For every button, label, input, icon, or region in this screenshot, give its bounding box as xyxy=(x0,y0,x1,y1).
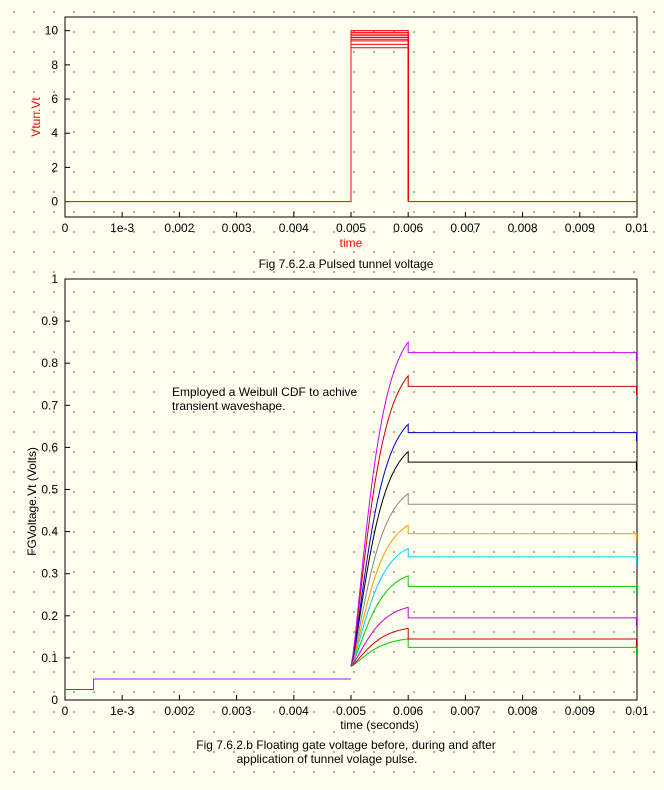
y-tick-label: 0.7 xyxy=(41,398,58,412)
x-tick-label: 0.009 xyxy=(565,704,595,718)
pulse-series xyxy=(350,47,409,202)
x-tick-label: 0.005 xyxy=(336,704,366,718)
y-tick-label: 8 xyxy=(51,58,58,72)
x-tick-label: 0.01 xyxy=(625,221,649,235)
y-tick-label: 0.1 xyxy=(41,651,58,665)
y-tick-label: 0.8 xyxy=(41,356,58,370)
y-tick-label: 0.4 xyxy=(41,525,58,539)
fg-voltage-series xyxy=(350,547,637,667)
x-tick-label: 0.007 xyxy=(450,704,480,718)
chart-b-frame xyxy=(64,278,638,701)
y-tick-label: 0.2 xyxy=(41,609,58,623)
pulse-series xyxy=(350,38,409,202)
chart-a-y-axis-label: Vtun.Vt xyxy=(29,97,43,137)
x-tick-label: 0.009 xyxy=(565,221,595,235)
pulse-series xyxy=(350,40,409,202)
chart-b-y-axis-label: FGVoltage.Vt (Volts) xyxy=(25,447,39,556)
chart-b-x-axis-label: time (seconds) xyxy=(340,718,419,732)
x-tick-label: 0.004 xyxy=(279,221,309,235)
y-tick-label: 0.5 xyxy=(41,483,58,497)
fg-voltage-series xyxy=(350,638,637,667)
y-tick-label: 2 xyxy=(51,160,58,174)
y-tick-label: 6 xyxy=(51,92,58,106)
chart-a-y-ticks: 0 2 4 6 8 10 xyxy=(45,24,70,209)
chart-b-caption-line-1: Fig 7.6.2.b Floating gate voltage before… xyxy=(196,738,496,752)
y-tick-label: 0.6 xyxy=(41,440,58,454)
chart-b: 0 1e-3 0.002 0.003 0.004 0.005 0.006 0.007 0.008… xyxy=(25,272,649,766)
y-tick-label: 0.9 xyxy=(41,314,58,328)
fg-voltage-series xyxy=(350,422,637,667)
x-tick-label: 0.008 xyxy=(508,221,538,235)
x-tick-label: 0.007 xyxy=(450,221,480,235)
chart-b-annotation-line-2: transient waveshape. xyxy=(172,399,285,413)
pulse-series xyxy=(350,33,409,202)
x-tick-label: 0.003 xyxy=(222,704,252,718)
x-tick-label: 0.01 xyxy=(625,704,649,718)
fg-voltage-series xyxy=(350,606,637,667)
fg-voltage-series xyxy=(350,340,637,667)
y-tick-label: 0.3 xyxy=(41,567,58,581)
y-tick-label: 0 xyxy=(51,195,58,209)
fg-voltage-series xyxy=(350,492,637,667)
fg-voltage-series xyxy=(350,627,637,667)
x-tick-label: 0.002 xyxy=(164,221,194,235)
y-tick-label: 1 xyxy=(51,272,58,286)
chart-b-y-ticks: 0 0.1 0.2 0.3 0.4 0.5 0.6 0.7 0.8 0.9 1 xyxy=(41,272,70,707)
fg-baseline xyxy=(65,678,351,690)
x-tick-label: 1e-3 xyxy=(110,704,134,718)
pulse-series xyxy=(350,31,409,202)
x-tick-label: 0.005 xyxy=(336,221,366,235)
y-tick-label: 10 xyxy=(45,24,59,38)
pulse-series xyxy=(350,43,409,202)
fg-voltage-series xyxy=(350,524,637,667)
chart-a: 0 1e-3 0.002 0.003 0.004 0.005 0.006 0.007 0.008… xyxy=(29,16,649,271)
chart-b-annotation-line-1: Employed a Weibull CDF to achive xyxy=(172,385,358,399)
fg-voltage-series xyxy=(350,575,637,667)
pulse-series xyxy=(350,37,409,202)
pulse-series xyxy=(350,35,409,202)
x-tick-label: 0.006 xyxy=(393,221,423,235)
chart-b-caption-line-2: application of tunnel volage pulse. xyxy=(237,752,418,766)
x-tick-label: 0.004 xyxy=(279,704,309,718)
chart-a-x-axis-label: time xyxy=(340,236,363,250)
fg-voltage-series xyxy=(350,374,637,667)
chart-a-plot xyxy=(65,30,637,203)
x-tick-label: 1e-3 xyxy=(110,221,134,235)
chart-a-caption: Fig 7.6.2.a Pulsed tunnel voltage xyxy=(259,257,434,271)
x-tick-label: 0.002 xyxy=(164,704,194,718)
x-tick-label: 0 xyxy=(62,221,69,235)
chart-a-x-ticks: 0 1e-3 0.002 0.003 0.004 0.005 0.006 0.007 0.008… xyxy=(62,212,649,235)
x-tick-label: 0.006 xyxy=(393,704,423,718)
y-tick-label: 0 xyxy=(51,693,58,707)
fg-voltage-series xyxy=(350,450,637,667)
x-tick-label: 0.008 xyxy=(508,704,538,718)
pulse-series xyxy=(350,30,409,202)
x-tick-label: 0 xyxy=(62,704,69,718)
x-tick-label: 0.003 xyxy=(222,221,252,235)
chart-b-plot xyxy=(65,340,637,690)
chart-b-x-ticks: 0 1e-3 0.002 0.003 0.004 0.005 0.006 0.007 0.008… xyxy=(62,695,649,718)
y-tick-label: 4 xyxy=(51,126,58,140)
